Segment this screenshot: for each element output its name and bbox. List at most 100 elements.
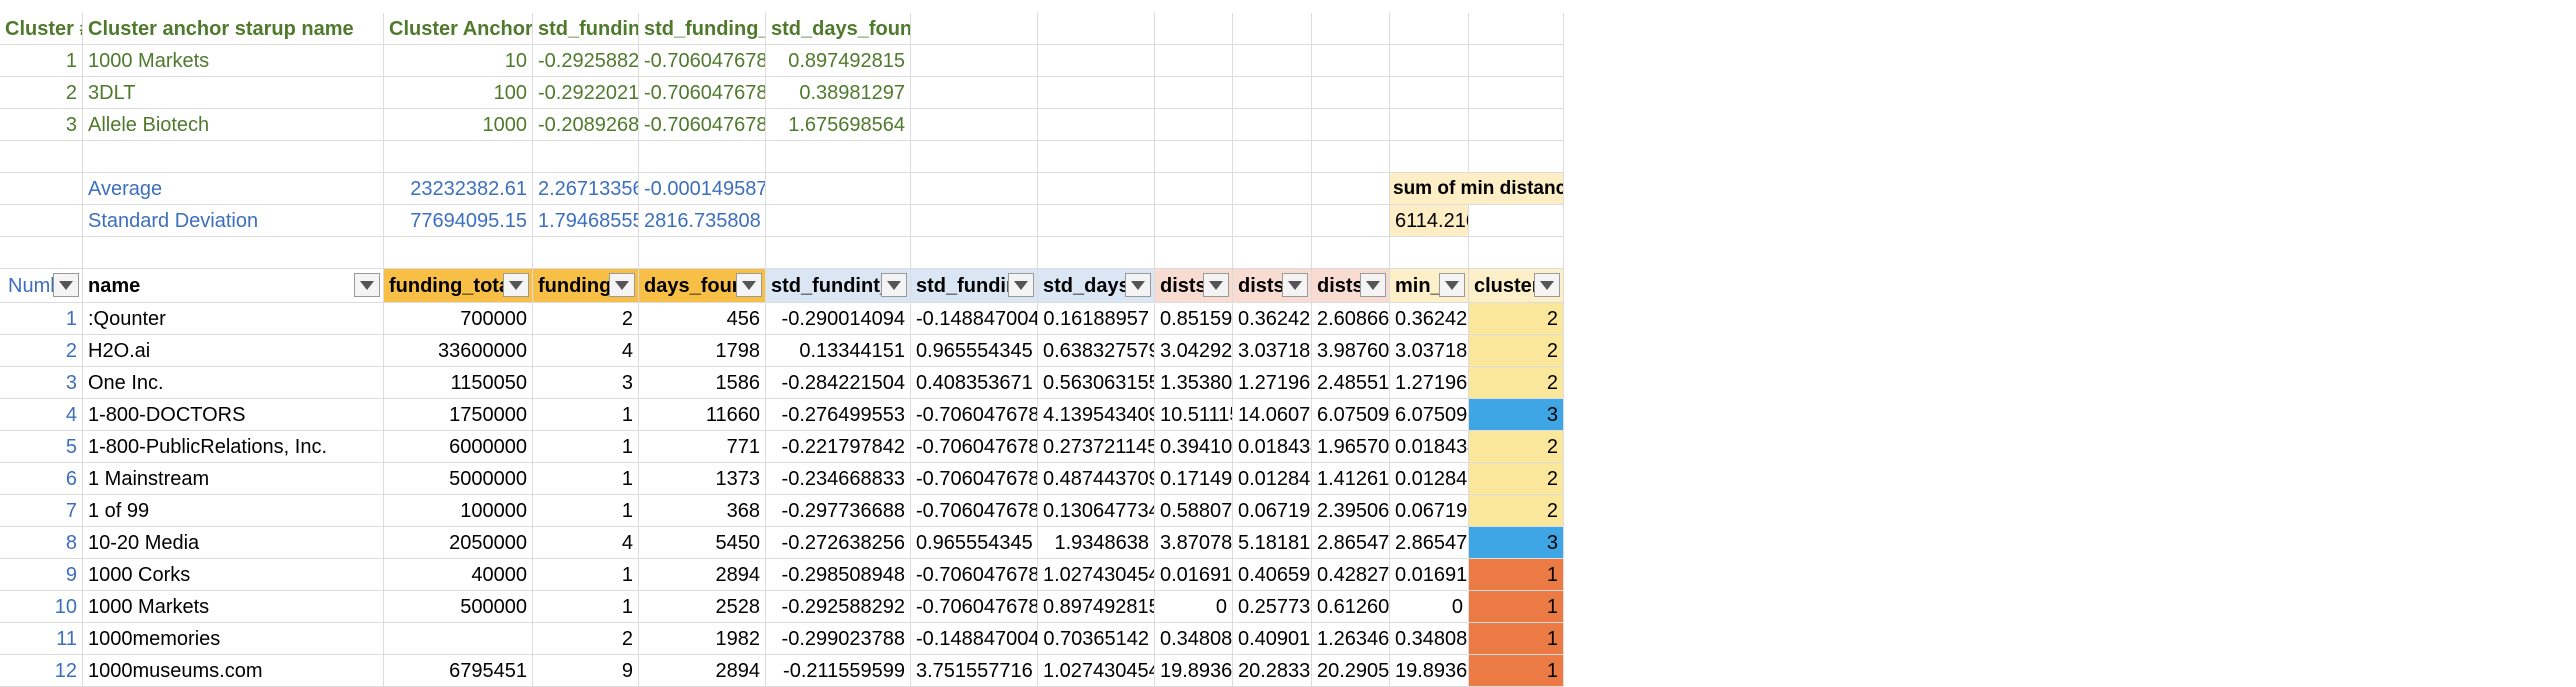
- empty-cell[interactable]: [766, 205, 911, 237]
- header-min-dists[interactable]: min_dists: [1390, 269, 1469, 303]
- header-std-funding-total[interactable]: std_fundint_total_usd: [766, 269, 911, 303]
- row-number-cell[interactable]: 11: [0, 623, 83, 655]
- anchor-header-cluster-num[interactable]: Cluster #: [0, 13, 83, 45]
- std-funding-total-cell[interactable]: 0.13344151: [766, 335, 911, 367]
- empty-cell[interactable]: [1038, 13, 1155, 45]
- empty-cell[interactable]: [639, 141, 766, 173]
- distsq1-cell[interactable]: 0: [1155, 591, 1233, 623]
- filter-dropdown-icon[interactable]: [1439, 273, 1465, 297]
- distsq3-cell[interactable]: 2.8654791: [1312, 527, 1390, 559]
- distsq3-cell[interactable]: 2.4855172: [1312, 367, 1390, 399]
- filter-dropdown-icon[interactable]: [609, 273, 635, 297]
- empty-cell[interactable]: [1312, 45, 1390, 77]
- empty-cell[interactable]: [533, 237, 639, 269]
- empty-cell[interactable]: [1390, 109, 1469, 141]
- header-funding-rounds[interactable]: funding_rounds: [533, 269, 639, 303]
- anchor-cell[interactable]: 1000: [384, 109, 533, 141]
- min-dists-cell[interactable]: 3.0371854: [1390, 335, 1469, 367]
- distsq3-cell[interactable]: 1.2634657: [1312, 623, 1390, 655]
- empty-cell[interactable]: [911, 141, 1038, 173]
- days-founded-cell[interactable]: 1798: [639, 335, 766, 367]
- header-std-days-founded[interactable]: std_days_founded: [1038, 269, 1155, 303]
- average-value[interactable]: 23232382.61: [384, 173, 533, 205]
- funding-total-usd-cell[interactable]: 6795451: [384, 655, 533, 687]
- empty-cell[interactable]: [83, 237, 384, 269]
- cluster-anchor-cell[interactable]: 2: [1469, 495, 1564, 527]
- funding-rounds-cell[interactable]: 9: [533, 655, 639, 687]
- empty-cell[interactable]: [1390, 13, 1469, 45]
- empty-cell[interactable]: [1155, 141, 1233, 173]
- distsq1-cell[interactable]: 10.511151: [1155, 399, 1233, 431]
- std-funding-total-cell[interactable]: -0.290014094: [766, 303, 911, 335]
- distsq2-cell[interactable]: 1.2719697: [1233, 367, 1312, 399]
- header-distsq2[interactable]: distsq2: [1233, 269, 1312, 303]
- funding-total-usd-cell[interactable]: 1150050: [384, 367, 533, 399]
- std-funding-total-cell[interactable]: -0.211559599: [766, 655, 911, 687]
- header-days-founded[interactable]: days_founded: [639, 269, 766, 303]
- filter-dropdown-icon[interactable]: [1203, 273, 1229, 297]
- empty-cell[interactable]: [1233, 45, 1312, 77]
- funding-rounds-cell[interactable]: 2: [533, 303, 639, 335]
- cluster-anchor-cell[interactable]: 1: [1469, 559, 1564, 591]
- empty-cell[interactable]: [766, 237, 911, 269]
- funding-total-usd-cell[interactable]: 2050000: [384, 527, 533, 559]
- empty-cell[interactable]: [0, 141, 83, 173]
- company-name-cell[interactable]: 1000museums.com: [83, 655, 384, 687]
- anchor-header-number[interactable]: Cluster Anchor Number: [384, 13, 533, 45]
- empty-cell[interactable]: [911, 45, 1038, 77]
- empty-cell[interactable]: [1038, 205, 1155, 237]
- funding-total-usd-cell[interactable]: 100000: [384, 495, 533, 527]
- funding-rounds-cell[interactable]: 4: [533, 335, 639, 367]
- distsq1-cell[interactable]: 0.1714949: [1155, 463, 1233, 495]
- company-name-cell[interactable]: 10-20 Media: [83, 527, 384, 559]
- empty-cell[interactable]: [0, 237, 83, 269]
- distsq3-cell[interactable]: 2.3950693: [1312, 495, 1390, 527]
- std-funding-rounds-cell[interactable]: -0.706047678: [911, 431, 1038, 463]
- cluster-anchor-cell[interactable]: 2: [1469, 335, 1564, 367]
- company-name-cell[interactable]: 1 of 99: [83, 495, 384, 527]
- distsq1-cell[interactable]: 1.3538036: [1155, 367, 1233, 399]
- anchor-cell[interactable]: -0.706047678: [639, 109, 766, 141]
- std-days-founded-cell[interactable]: 0.563063155: [1038, 367, 1155, 399]
- average-value[interactable]: 2.267133567: [533, 173, 639, 205]
- days-founded-cell[interactable]: 11660: [639, 399, 766, 431]
- std-funding-rounds-cell[interactable]: 0.965554345: [911, 527, 1038, 559]
- anchor-cell[interactable]: 10: [384, 45, 533, 77]
- distsq2-cell[interactable]: 0.4065958: [1233, 559, 1312, 591]
- std-funding-total-cell[interactable]: -0.292588292: [766, 591, 911, 623]
- distsq1-cell[interactable]: 0.0169188: [1155, 559, 1233, 591]
- company-name-cell[interactable]: 1000 Markets: [83, 591, 384, 623]
- empty-cell[interactable]: [911, 13, 1038, 45]
- empty-cell[interactable]: [1312, 237, 1390, 269]
- anchor-header-std-days-founded[interactable]: std_days_founded: [766, 13, 911, 45]
- anchor-cell[interactable]: 3: [0, 109, 83, 141]
- stdev-label[interactable]: Standard Deviation: [83, 205, 384, 237]
- row-number-cell[interactable]: 8: [0, 527, 83, 559]
- cluster-anchor-cell[interactable]: 1: [1469, 623, 1564, 655]
- std-days-founded-cell[interactable]: 1.027430454: [1038, 655, 1155, 687]
- days-founded-cell[interactable]: 771: [639, 431, 766, 463]
- std-days-founded-cell[interactable]: 0.70365142: [1038, 623, 1155, 655]
- filter-dropdown-icon[interactable]: [1360, 273, 1386, 297]
- empty-cell[interactable]: [1155, 13, 1233, 45]
- row-number-cell[interactable]: 7: [0, 495, 83, 527]
- company-name-cell[interactable]: 1000memories: [83, 623, 384, 655]
- average-value[interactable]: -0.000149587: [639, 173, 766, 205]
- company-name-cell[interactable]: One Inc.: [83, 367, 384, 399]
- anchor-cell[interactable]: 0.897492815: [766, 45, 911, 77]
- days-founded-cell[interactable]: 1586: [639, 367, 766, 399]
- row-number-cell[interactable]: 4: [0, 399, 83, 431]
- header-distsq1[interactable]: distsq1: [1155, 269, 1233, 303]
- header-name[interactable]: name: [83, 269, 384, 303]
- min-dists-cell[interactable]: 19.893695: [1390, 655, 1469, 687]
- cluster-anchor-cell[interactable]: 2: [1469, 303, 1564, 335]
- std-days-founded-cell[interactable]: 4.139543409: [1038, 399, 1155, 431]
- empty-cell[interactable]: [1155, 109, 1233, 141]
- empty-cell[interactable]: [1038, 45, 1155, 77]
- std-days-founded-cell[interactable]: 0.638327579: [1038, 335, 1155, 367]
- min-dists-cell[interactable]: 0.0128418: [1390, 463, 1469, 495]
- min-dists-cell[interactable]: 0.0184341: [1390, 431, 1469, 463]
- empty-cell[interactable]: [1155, 205, 1233, 237]
- anchor-cell[interactable]: -0.208926851: [533, 109, 639, 141]
- anchor-cell[interactable]: 100: [384, 77, 533, 109]
